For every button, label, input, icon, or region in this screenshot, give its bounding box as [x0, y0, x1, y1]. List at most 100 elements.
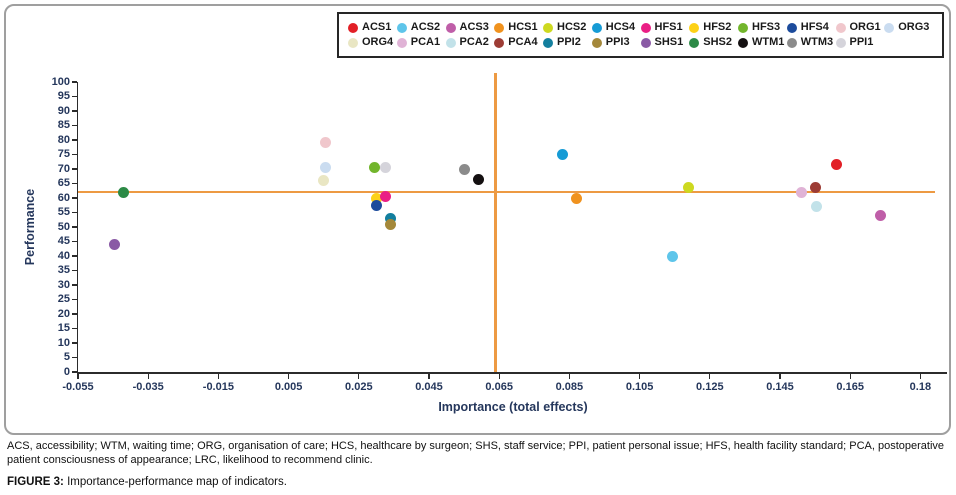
y-tick-label: 55	[57, 206, 70, 218]
legend-item-HCS1: HCS1	[494, 22, 543, 33]
point-HFS2	[370, 192, 382, 204]
x-tick	[288, 373, 290, 379]
y-tick	[71, 327, 77, 330]
figure-caption: FIGURE 3: Importance-performance map of …	[7, 476, 951, 488]
legend-label-WTM3: WTM3	[800, 36, 834, 48]
x-tick-label: 0.065	[485, 381, 513, 393]
y-tick	[71, 197, 77, 199]
legend-marker-ORG3	[884, 22, 895, 33]
legend-item-ORG1: ORG1	[835, 21, 885, 33]
x-tick-label: 0.085	[555, 381, 584, 393]
legend-marker-PCA4	[494, 37, 505, 48]
x-axis-line	[76, 372, 947, 374]
legend-item-SHS2: SHS2	[689, 37, 738, 48]
legend-marker-HCS1	[494, 22, 505, 33]
y-tick	[71, 356, 77, 359]
y-axis-line	[76, 82, 78, 374]
legend-marker-WTM3	[786, 37, 797, 48]
point-PCA4	[809, 182, 821, 194]
x-tick-label: 0.005	[274, 381, 303, 393]
y-tick-label: 60	[57, 191, 70, 204]
x-tick-label: -0.035	[132, 381, 164, 393]
legend-marker-HCS2	[543, 22, 553, 33]
y-tick	[71, 298, 77, 301]
legend-marker-PCA1	[396, 37, 407, 48]
x-tick	[147, 373, 149, 379]
y-tick	[71, 124, 77, 127]
legend-item-ACS1: ACS1	[348, 22, 397, 33]
y-tick-label: 5	[63, 351, 70, 363]
y-tick	[71, 342, 77, 344]
legend-marker-ORG4	[348, 37, 358, 48]
legend-label-SHS2: SHS2	[703, 36, 732, 48]
point-ORG1	[319, 137, 331, 149]
point-HFS3	[369, 162, 381, 174]
legend-label-HFS1: HFS1	[654, 21, 683, 33]
legend-item-SHS1: SHS1	[640, 37, 690, 48]
point-HCS1	[570, 192, 582, 204]
y-tick-label: 15	[57, 322, 70, 334]
legend-marker-HFS3	[738, 22, 748, 33]
legend-marker-PPI3	[591, 37, 602, 48]
point-WTM1	[472, 173, 484, 185]
legend-item-HFS2: HFS2	[689, 22, 738, 33]
legend-marker-HFS2	[689, 22, 700, 33]
y-tick	[71, 226, 77, 228]
legend-label-HFS4: HFS4	[800, 21, 829, 33]
y-tick-label: 90	[57, 104, 70, 117]
point-WTM3	[458, 163, 470, 175]
x-tick	[568, 373, 570, 379]
point-HCS2	[683, 182, 695, 194]
x-tick	[639, 373, 641, 379]
legend-label-ORG1: ORG1	[849, 21, 881, 33]
point-PPI1	[379, 162, 391, 174]
legend-label-ACS3: ACS3	[459, 21, 489, 33]
legend-marker-WTM1	[738, 37, 748, 48]
y-tick-label: 40	[57, 249, 70, 262]
legend-item-PCA1: PCA1	[396, 37, 446, 48]
legend-marker-SHS2	[689, 37, 700, 48]
point-SHS2	[118, 186, 130, 198]
x-tick	[849, 373, 851, 379]
y-tick-label: 50	[57, 220, 70, 233]
y-tick-label: 45	[57, 235, 70, 247]
y-tick-label: 100	[51, 75, 70, 88]
legend-label-ACS1: ACS1	[362, 21, 392, 33]
x-tick	[709, 373, 711, 379]
y-tick-label: 35	[57, 264, 70, 276]
y-tick-label: 75	[57, 148, 70, 160]
legend-label-WTM1: WTM1	[752, 36, 785, 48]
legend-item-HFS1: HFS1	[640, 21, 690, 33]
mean-performance-line	[78, 190, 935, 194]
legend-item-PPI2: PPI2	[543, 37, 592, 48]
legend-label-ACS2: ACS2	[410, 21, 441, 33]
legend-item-HFS4: HFS4	[786, 21, 836, 33]
legend-marker-ACS3	[445, 22, 456, 33]
legend-marker-PPI1	[835, 37, 846, 48]
y-tick	[71, 139, 77, 141]
legend-label-HFS3: HFS3	[752, 21, 781, 33]
point-ACS2	[667, 250, 679, 262]
point-HCS4	[556, 149, 568, 160]
legend-marker-ACS1	[348, 22, 358, 33]
legend-label-PCA4: PCA4	[508, 36, 538, 48]
y-tick	[71, 255, 77, 257]
legend-item-ORG3: ORG3	[884, 22, 933, 33]
y-tick	[71, 240, 77, 243]
y-tick	[71, 313, 77, 315]
legend-label-HCS4: HCS4	[605, 21, 636, 33]
legend-item-PPI3: PPI3	[591, 37, 641, 48]
legend-label-HCS2: HCS2	[557, 21, 587, 33]
x-tick	[498, 373, 500, 379]
y-axis-title: Performance	[23, 188, 37, 266]
x-tick-label: 0.025	[345, 381, 373, 393]
legend-marker-ORG1	[835, 22, 846, 33]
point-HFS1	[379, 191, 391, 203]
x-axis-title: Importance (total effects)	[438, 400, 588, 414]
legend-marker-PCA2	[445, 37, 456, 48]
y-tick-label: 0	[63, 365, 70, 378]
y-tick-label: 25	[57, 293, 70, 305]
point-ACS1	[830, 159, 842, 171]
legend-marker-HFS1	[640, 22, 651, 33]
